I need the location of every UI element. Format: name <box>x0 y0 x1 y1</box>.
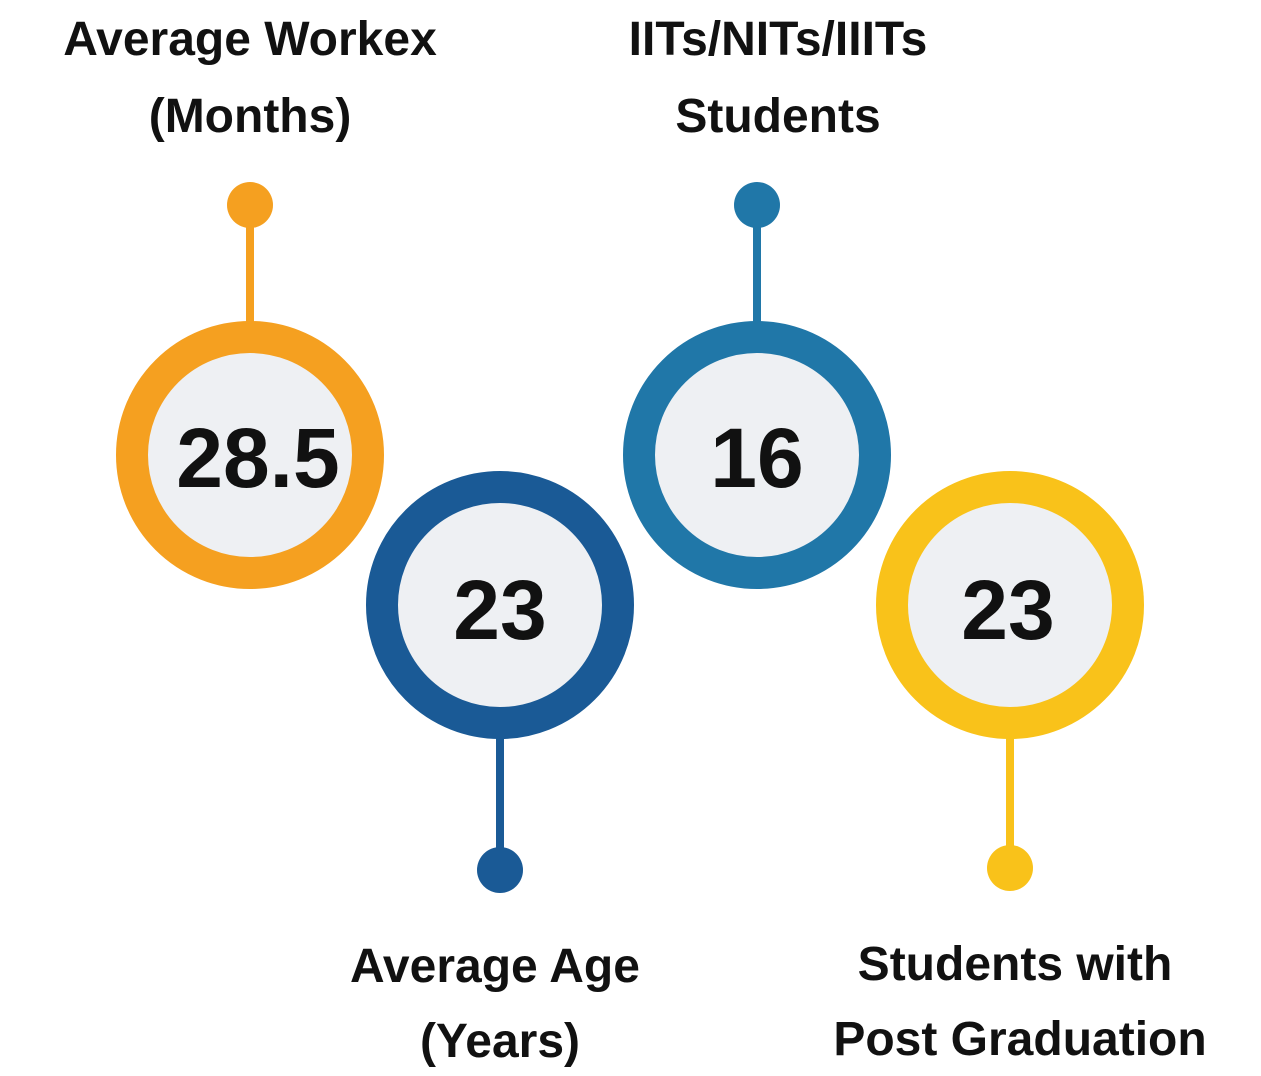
stat-item: 28.5 Average Workex (Months) <box>63 13 437 589</box>
dot <box>987 845 1033 891</box>
stat-label: Students with <box>858 938 1173 991</box>
stat-value: 23 <box>961 563 1054 657</box>
stat-value: 23 <box>453 563 546 657</box>
dot <box>227 182 273 228</box>
stat-label: (Months) <box>149 90 352 143</box>
ring <box>876 471 1144 739</box>
dot <box>477 847 523 893</box>
stat-value: 28.5 <box>176 411 340 505</box>
dot <box>734 182 780 228</box>
ring <box>366 471 634 739</box>
stat-label: IITs/NITs/IIITs <box>629 13 928 66</box>
stat-item: 23 Average Age (Years) <box>350 471 640 1068</box>
stat-label: Students <box>675 90 880 143</box>
stat-item: 23 Students with Post Graduation <box>833 471 1207 1066</box>
stat-label: Average Age <box>350 940 640 993</box>
ring <box>116 321 384 589</box>
ring <box>623 321 891 589</box>
stat-label: (Years) <box>420 1015 580 1068</box>
stat-value: 16 <box>710 411 803 505</box>
stat-label: Post Graduation <box>833 1013 1206 1066</box>
stat-label: Average Workex <box>63 13 437 66</box>
stat-item: 16 IITs/NITs/IIITs Students <box>623 13 928 589</box>
